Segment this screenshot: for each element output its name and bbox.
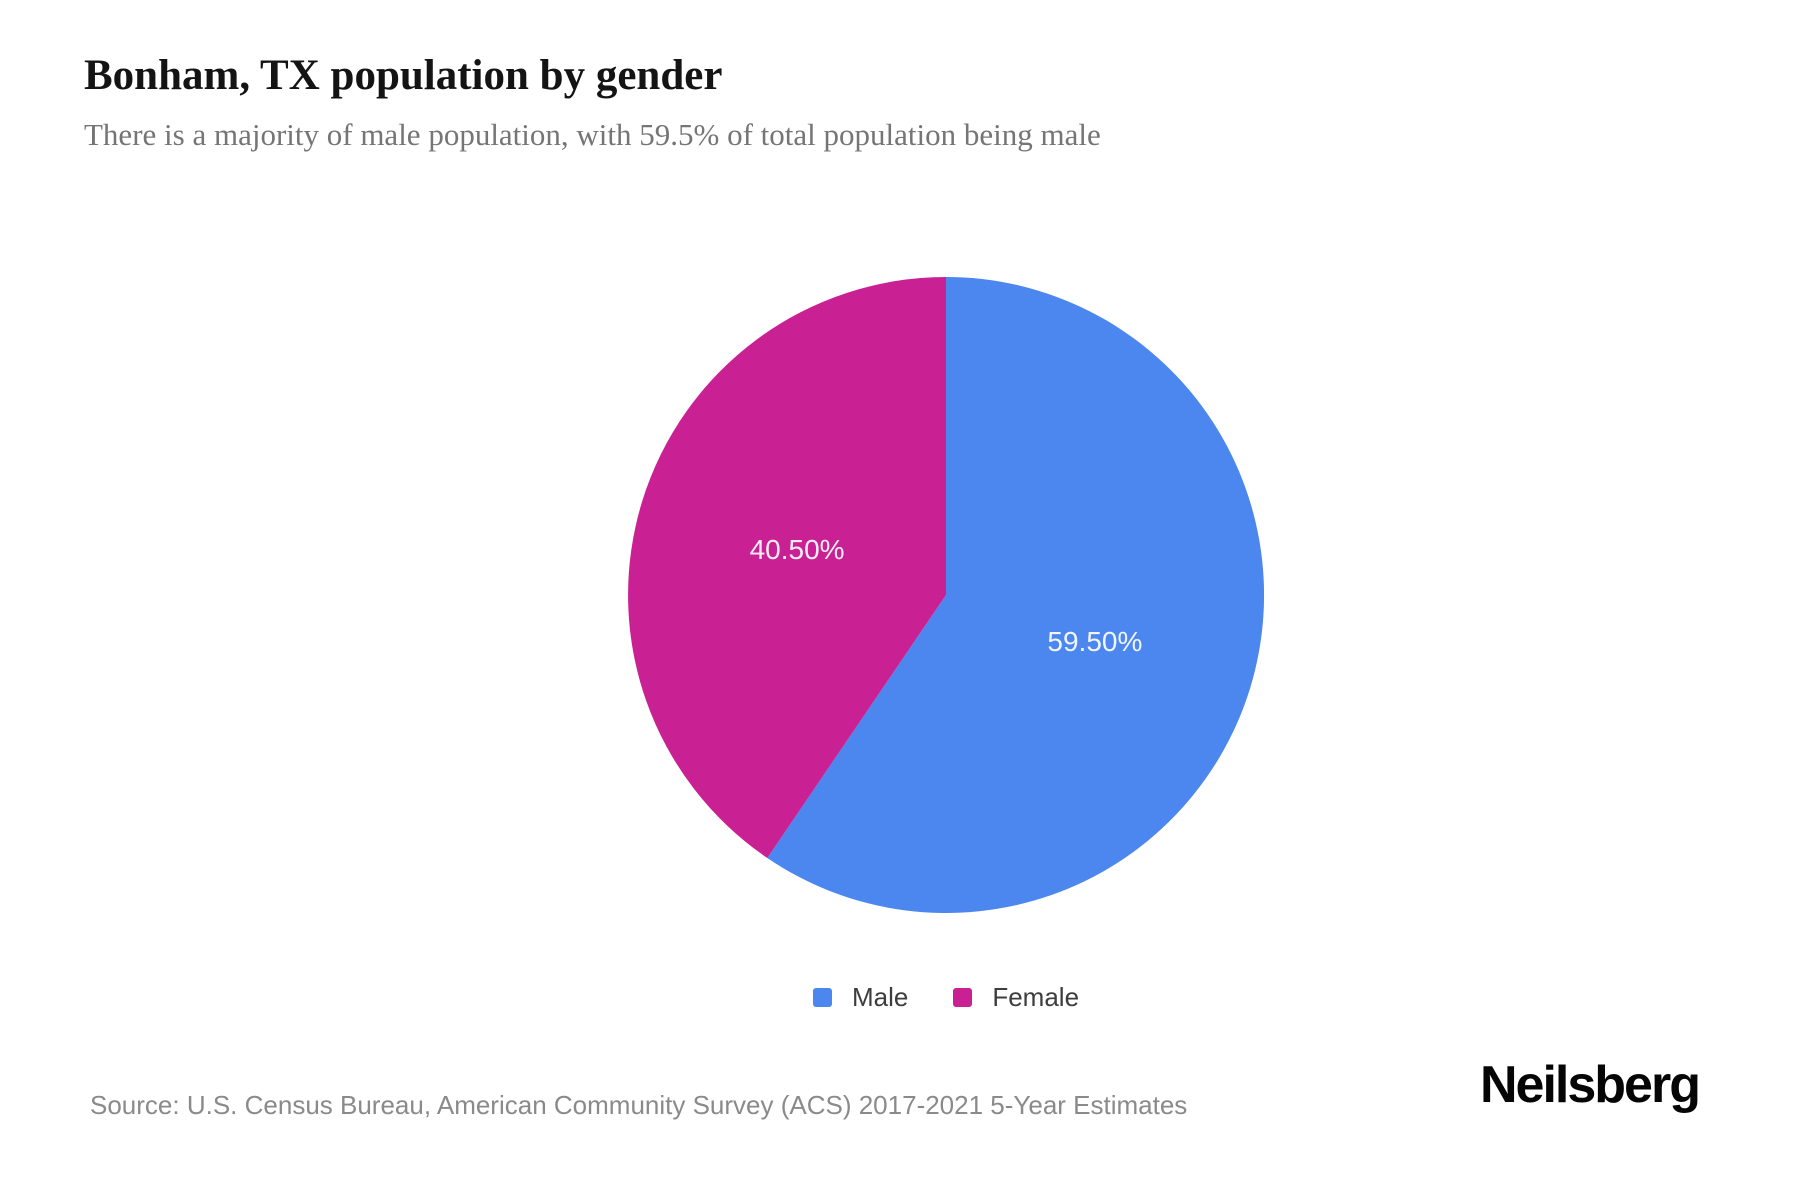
male-swatch-icon bbox=[812, 988, 832, 1007]
legend-item-male[interactable]: Male bbox=[812, 982, 909, 1013]
female-swatch-icon bbox=[953, 988, 973, 1007]
source-note: Source: U.S. Census Bureau, American Com… bbox=[90, 1090, 1188, 1120]
brand-logo: Neilsberg bbox=[1480, 1056, 1701, 1114]
legend-label-male: Male bbox=[851, 982, 909, 1012]
pie-slice-male[interactable] bbox=[767, 277, 1265, 914]
legend-item-female[interactable]: Female bbox=[953, 982, 1079, 1013]
pie-slice-label-female: 40.50% bbox=[750, 534, 845, 565]
pie-slice-label-male: 59.50% bbox=[1047, 626, 1142, 657]
page-title: Bonham, TX population by gender bbox=[84, 52, 723, 99]
legend: Male Female bbox=[92, 982, 1800, 1013]
pie-slice-female[interactable] bbox=[628, 277, 946, 858]
chart-subtitle: There is a majority of male population, … bbox=[84, 117, 1101, 152]
legend-label-female: Female bbox=[992, 982, 1080, 1012]
